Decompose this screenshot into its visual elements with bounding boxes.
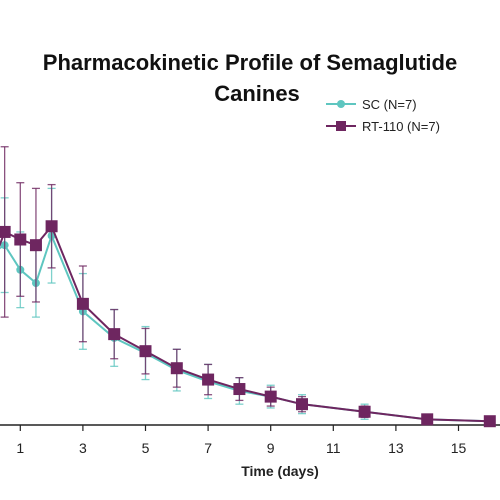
x-tick-label: 11 [326,440,341,456]
data-point [358,405,371,418]
data-point [202,373,215,386]
x-axis-label: Time (days) [241,463,319,479]
legend-swatch-marker [337,100,345,108]
data-point [14,233,27,246]
legend-label: RT-110 (N=7) [362,119,440,134]
series-0 [0,187,494,426]
data-point [296,398,308,411]
x-tick-label: 5 [142,440,150,456]
data-point [233,383,246,396]
x-tick-label: 1 [16,440,24,456]
data-point [29,239,42,252]
data-point [264,390,277,403]
x-tick-label: 13 [388,440,404,456]
data-point [421,413,434,426]
data-point [108,328,121,341]
x-ticks: 1 3 5 7 9 11 13 15 [16,425,466,456]
chart-title-line1: Pharmacokinetic Profile of Semaglutide [43,50,457,75]
data-point [76,297,89,310]
series-layer [0,146,496,428]
data-point [483,415,496,428]
legend-label: SC (N=7) [362,97,417,112]
data-point [139,345,152,358]
x-tick-label: 3 [79,440,87,456]
series-1 [0,146,496,428]
legend-swatch-marker [336,121,346,131]
data-point [45,220,58,233]
data-point [0,225,11,238]
x-tick-label: 15 [451,440,467,456]
series-line [0,224,490,423]
x-tick-label: 9 [267,440,275,456]
chart-title-line2: Canines [214,81,300,106]
x-tick-label: 7 [204,440,212,456]
legend: SC (N=7) RT-110 (N=7) [326,97,440,134]
data-point [170,362,183,375]
